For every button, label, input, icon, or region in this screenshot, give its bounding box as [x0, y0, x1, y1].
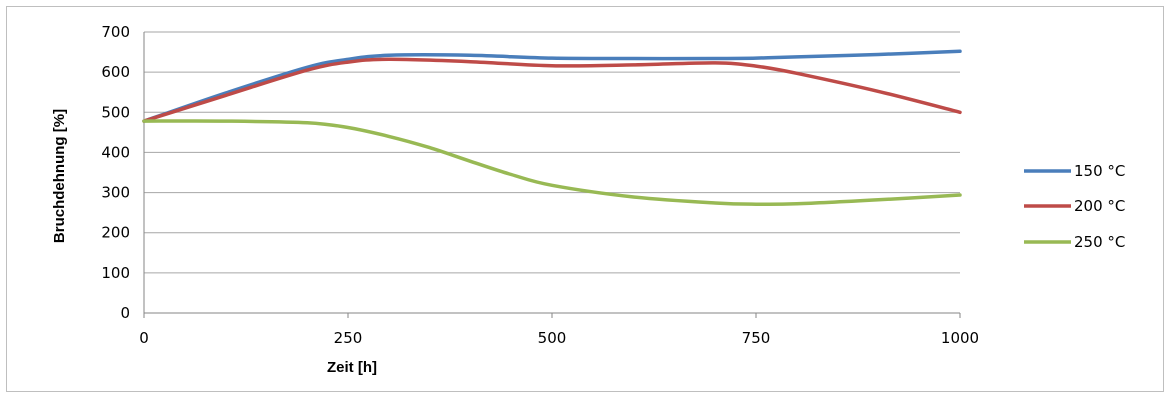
- y-tick-label: 500: [101, 103, 130, 121]
- x-tick-labels: 0 250 500 750 1000: [139, 329, 979, 347]
- legend-label: 200 °C: [1074, 197, 1125, 215]
- legend: 150 °C 200 °C 250 °C: [1024, 162, 1125, 251]
- x-tick-label: 500: [538, 329, 567, 347]
- y-tick-label: 100: [101, 264, 130, 282]
- series-line-2: [142, 57, 962, 123]
- y-tick-label: 600: [101, 63, 130, 81]
- y-tick-label: 400: [101, 143, 130, 161]
- legend-item-200: 200 °C: [1024, 197, 1125, 215]
- x-tick-label: 250: [334, 329, 363, 347]
- chart-frame: [6, 6, 1164, 392]
- legend-item-250: 250 °C: [1024, 233, 1125, 251]
- y-tick-label: 300: [101, 184, 130, 202]
- y-tick-labels: 0 100 200 300 400 500 600 700: [101, 23, 130, 322]
- legend-label: 250 °C: [1074, 233, 1125, 251]
- grid-lines: [144, 31, 960, 274]
- series-line-1: [142, 49, 962, 123]
- x-tick-label: 0: [139, 329, 149, 347]
- y-axis-title: Bruchdehnung [%]: [51, 109, 68, 243]
- x-axis-title: Zeit [h]: [327, 359, 377, 376]
- series-lines: [142, 49, 962, 207]
- y-tick-label: 0: [120, 304, 130, 322]
- series-line-3: [142, 119, 962, 207]
- legend-label: 150 °C: [1074, 162, 1125, 180]
- y-tick-label: 200: [101, 224, 130, 242]
- y-tick-label: 700: [101, 23, 130, 41]
- x-tick-label: 1000: [941, 329, 979, 347]
- legend-item-150: 150 °C: [1024, 162, 1125, 180]
- axes: [143, 32, 961, 318]
- x-tick-label: 750: [742, 329, 771, 347]
